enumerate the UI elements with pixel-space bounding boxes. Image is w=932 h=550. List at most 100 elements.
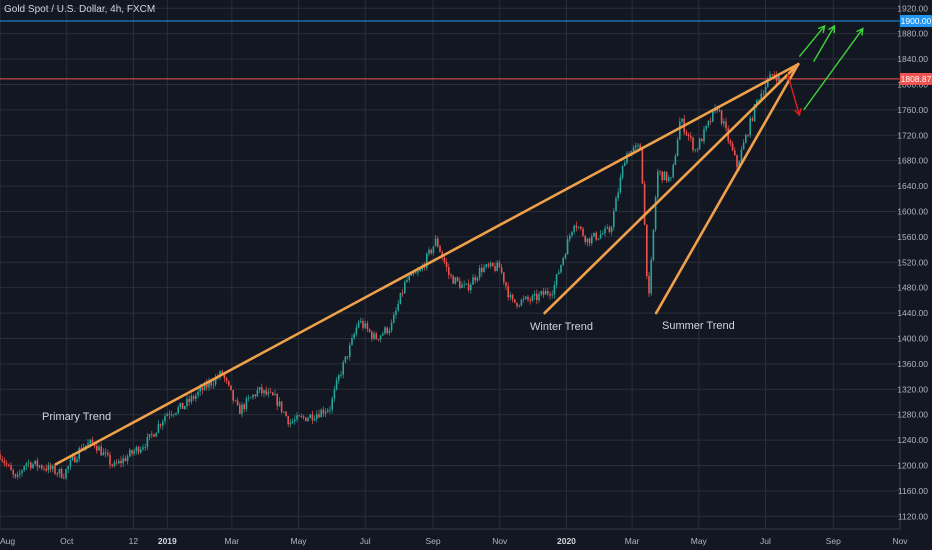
candle-body: [439, 246, 441, 253]
price-tick-label: 1720.00: [897, 130, 928, 140]
candle-body: [426, 253, 428, 268]
candle-body: [122, 458, 124, 464]
candle-body: [115, 462, 118, 464]
candle-body: [201, 387, 204, 391]
arrow-head: [856, 27, 864, 36]
arrow-shaft: [813, 25, 835, 62]
candle-body: [747, 135, 749, 136]
last-price-badge: 1808.87: [900, 72, 932, 85]
candle-body: [232, 390, 234, 401]
candle-body: [764, 86, 767, 94]
candle-body: [661, 171, 663, 181]
candle-body: [639, 144, 641, 149]
candle-body: [571, 231, 573, 236]
candle-body: [729, 140, 732, 144]
candle-body: [384, 327, 386, 334]
candle-body: [617, 192, 619, 199]
candle-body: [610, 227, 613, 233]
candle-body: [654, 197, 657, 230]
candle-body: [432, 246, 435, 254]
candle-body: [621, 166, 624, 178]
candle-body: [492, 263, 494, 267]
bullish-projection-arrow[interactable]: [813, 24, 836, 62]
candle-body: [408, 275, 410, 281]
candle-body: [346, 356, 349, 358]
candle-body: [531, 295, 534, 301]
candle-body: [58, 468, 61, 474]
candle-body: [313, 418, 316, 421]
candle-body: [236, 400, 239, 406]
candle-body: [190, 396, 193, 402]
candle-body: [525, 296, 527, 299]
chart-grid: [0, 0, 901, 529]
candle-body: [399, 292, 402, 305]
candle-body: [778, 74, 780, 81]
candle-body: [133, 451, 135, 454]
candle-body: [263, 390, 265, 394]
candle-body: [740, 149, 743, 162]
candle-body: [582, 228, 584, 236]
candle-body: [393, 314, 395, 323]
candle-body: [3, 460, 6, 464]
candle-body: [657, 171, 659, 198]
bearish-projection-arrow[interactable]: [786, 72, 802, 117]
candle-body: [124, 458, 127, 462]
candle-body: [602, 233, 604, 235]
candle-body: [595, 232, 597, 240]
candle-body: [668, 177, 670, 181]
bullish-projection-arrow[interactable]: [798, 24, 826, 57]
candle-body: [63, 477, 65, 479]
candle-body: [542, 291, 545, 295]
arrow-head: [817, 24, 826, 34]
candle-body: [679, 121, 681, 140]
candle-body: [166, 414, 168, 417]
candle-body: [709, 120, 712, 122]
winter-trend-line[interactable]: [543, 62, 800, 315]
price-tick-label: 1640.00: [897, 181, 928, 191]
candle-body: [580, 226, 582, 229]
candle-body: [109, 454, 111, 465]
time-tick-label: Mar: [625, 536, 640, 546]
candle-body: [467, 283, 470, 290]
candle-body: [463, 284, 465, 286]
candle-body: [36, 460, 39, 467]
candle-body: [555, 274, 558, 286]
candle-body: [221, 371, 223, 375]
candle-body: [349, 344, 351, 357]
candle-body: [368, 329, 371, 332]
candle-body: [329, 409, 331, 411]
candle-body: [762, 93, 765, 95]
candle-body: [25, 463, 28, 467]
time-tick-label: May: [691, 536, 708, 546]
candle-body: [291, 421, 294, 423]
candle-body: [652, 229, 655, 260]
time-axis[interactable]: Aug Oct 12 2019 Mar May Jul Sep Nov 2020 Mar May Jul…: [0, 528, 908, 546]
candle-body: [388, 330, 391, 333]
primary-trend-line[interactable]: [54, 62, 800, 466]
candle-body: [126, 456, 129, 462]
candle-body: [155, 432, 157, 437]
bullish-projection-arrow[interactable]: [803, 27, 864, 111]
projection-arrows[interactable]: [786, 24, 864, 117]
candle-body: [745, 135, 747, 143]
candle-body: [239, 405, 241, 414]
candle-body: [646, 224, 648, 277]
candle-body: [465, 283, 468, 285]
candle-body: [14, 474, 17, 477]
time-tick-label: 2020: [557, 536, 576, 546]
candle-body: [32, 464, 34, 469]
arrow-head: [793, 107, 802, 117]
candle-body: [637, 144, 639, 146]
candle-body: [287, 416, 289, 425]
candle-body: [322, 409, 325, 414]
chart-title: Gold Spot / U.S. Dollar, 4h, FXCM: [4, 4, 155, 15]
summer-trend-line[interactable]: [654, 62, 800, 315]
candle-body: [509, 294, 512, 298]
candle-body: [544, 290, 547, 295]
trend-lines[interactable]: [54, 62, 800, 466]
candle-body: [294, 419, 296, 422]
time-tick-label: Nov: [492, 536, 508, 546]
candle-body: [769, 74, 771, 80]
candle-body: [280, 401, 283, 412]
